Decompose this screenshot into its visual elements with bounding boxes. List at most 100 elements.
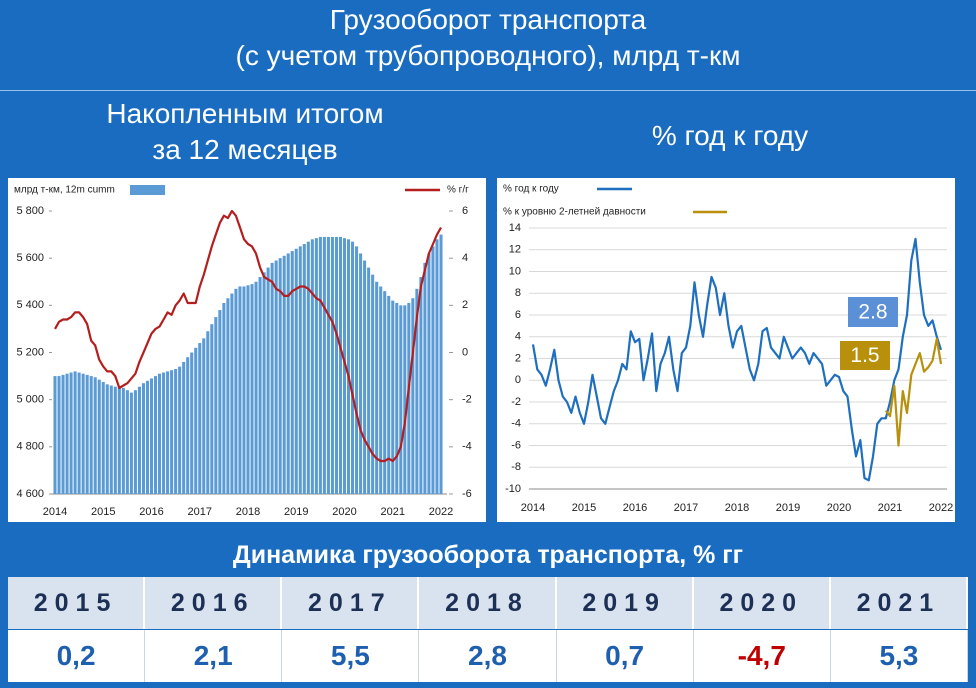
bar: [266, 267, 270, 494]
growth-value: 2,8: [419, 630, 557, 682]
bar: [230, 293, 234, 494]
bar: [190, 352, 194, 494]
bar: [423, 262, 427, 494]
year-header: 2020: [693, 577, 831, 629]
annotation: 1.5: [850, 344, 879, 367]
bar: [306, 241, 310, 494]
x-tick-label: 2021: [381, 506, 405, 518]
bar: [310, 239, 314, 494]
bar: [294, 248, 298, 494]
subtitle-line: Накопленным итогом: [106, 98, 384, 129]
growth-value: 5,3: [830, 630, 968, 682]
title-line: (с учетом трубопроводного), млрд т-км: [235, 40, 741, 71]
bar: [330, 236, 334, 495]
year-header: 2021: [830, 577, 968, 629]
bar: [274, 260, 278, 494]
bar: [359, 253, 363, 494]
bar: [61, 374, 65, 494]
bar: [174, 369, 178, 494]
bar: [375, 281, 379, 494]
bar: [194, 347, 198, 494]
bar: [125, 390, 129, 494]
bar: [318, 236, 322, 495]
y-tick-label: -2: [511, 396, 521, 408]
right-subtitle: % год к году: [651, 120, 809, 151]
bar: [129, 392, 133, 494]
bar: [89, 376, 93, 494]
bar: [250, 284, 254, 494]
bar: [342, 238, 347, 494]
bar: [57, 376, 61, 494]
bar: [338, 236, 343, 495]
y2-tick-label: -2: [462, 394, 472, 406]
annotation-box: [848, 297, 898, 327]
bar: [202, 338, 206, 494]
bar: [85, 374, 89, 494]
x-tick-label: 2019: [284, 506, 308, 518]
annotation-box: [840, 341, 890, 370]
x-tick-label: 2021: [878, 502, 902, 514]
y-tick-label: 4 600: [16, 488, 44, 500]
bar: [290, 251, 294, 494]
annotation: 2.8: [858, 301, 887, 324]
bar: [234, 288, 238, 494]
x-tick-label: 2014: [43, 506, 67, 518]
bar: [355, 246, 359, 494]
bar: [149, 378, 154, 494]
bar: [170, 370, 174, 494]
bar: [210, 324, 214, 494]
y-tick-label: 5 600: [16, 252, 44, 264]
bar: [153, 376, 158, 494]
y-tick-label: 10: [509, 265, 521, 277]
bar: [411, 298, 415, 494]
bar: [178, 366, 182, 494]
growth-value: 5,5: [282, 630, 420, 682]
bar: [93, 377, 97, 494]
legend-label: % год к году: [503, 184, 559, 195]
bar: [387, 295, 391, 494]
y-tick-label: -4: [511, 418, 521, 430]
bar: [302, 244, 306, 494]
bar: [222, 302, 226, 494]
bar: [286, 253, 290, 494]
x-tick-label: 2017: [674, 502, 698, 514]
y2-tick-label: 0: [462, 346, 468, 358]
line: [531, 237, 943, 482]
bar: [415, 288, 419, 494]
bar: [322, 236, 326, 495]
y2-tick-label: 4: [462, 252, 468, 264]
x-tick-label: 2015: [572, 502, 596, 514]
growth-value: 0,7: [556, 630, 694, 682]
x-tick-label: 2015: [91, 506, 115, 518]
bar: [419, 277, 423, 494]
year-header: 2016: [145, 577, 283, 629]
bar: [363, 260, 367, 494]
bar: [226, 298, 230, 494]
y-tick-label: 5 000: [16, 394, 44, 406]
y-tick-label: 4: [515, 331, 521, 343]
bar: [133, 390, 137, 494]
x-tick-label: 2018: [236, 506, 260, 518]
legend-label: % г/г: [447, 185, 469, 196]
x-tick-label: 2014: [521, 502, 545, 514]
bar: [282, 255, 286, 494]
year-header: 2015: [8, 577, 146, 629]
y-tick-label: 6: [515, 309, 521, 321]
bar: [166, 371, 170, 494]
y-tick-label: 4 800: [16, 441, 44, 453]
growth-value: 0,2: [8, 630, 146, 682]
legend-swatch: [130, 185, 165, 195]
bar: [431, 246, 435, 494]
x-tick-label: 2022: [929, 502, 953, 514]
bar: [246, 285, 250, 494]
bar: [379, 286, 383, 494]
bar: [198, 343, 202, 494]
y-tick-label: -10: [505, 483, 521, 495]
growth-value: -4,7: [693, 630, 831, 682]
bar: [407, 302, 411, 494]
bar: [395, 302, 399, 494]
legend-label: млрд т-км, 12m cumm: [14, 185, 115, 196]
divider: [0, 90, 976, 91]
line: [884, 337, 943, 447]
